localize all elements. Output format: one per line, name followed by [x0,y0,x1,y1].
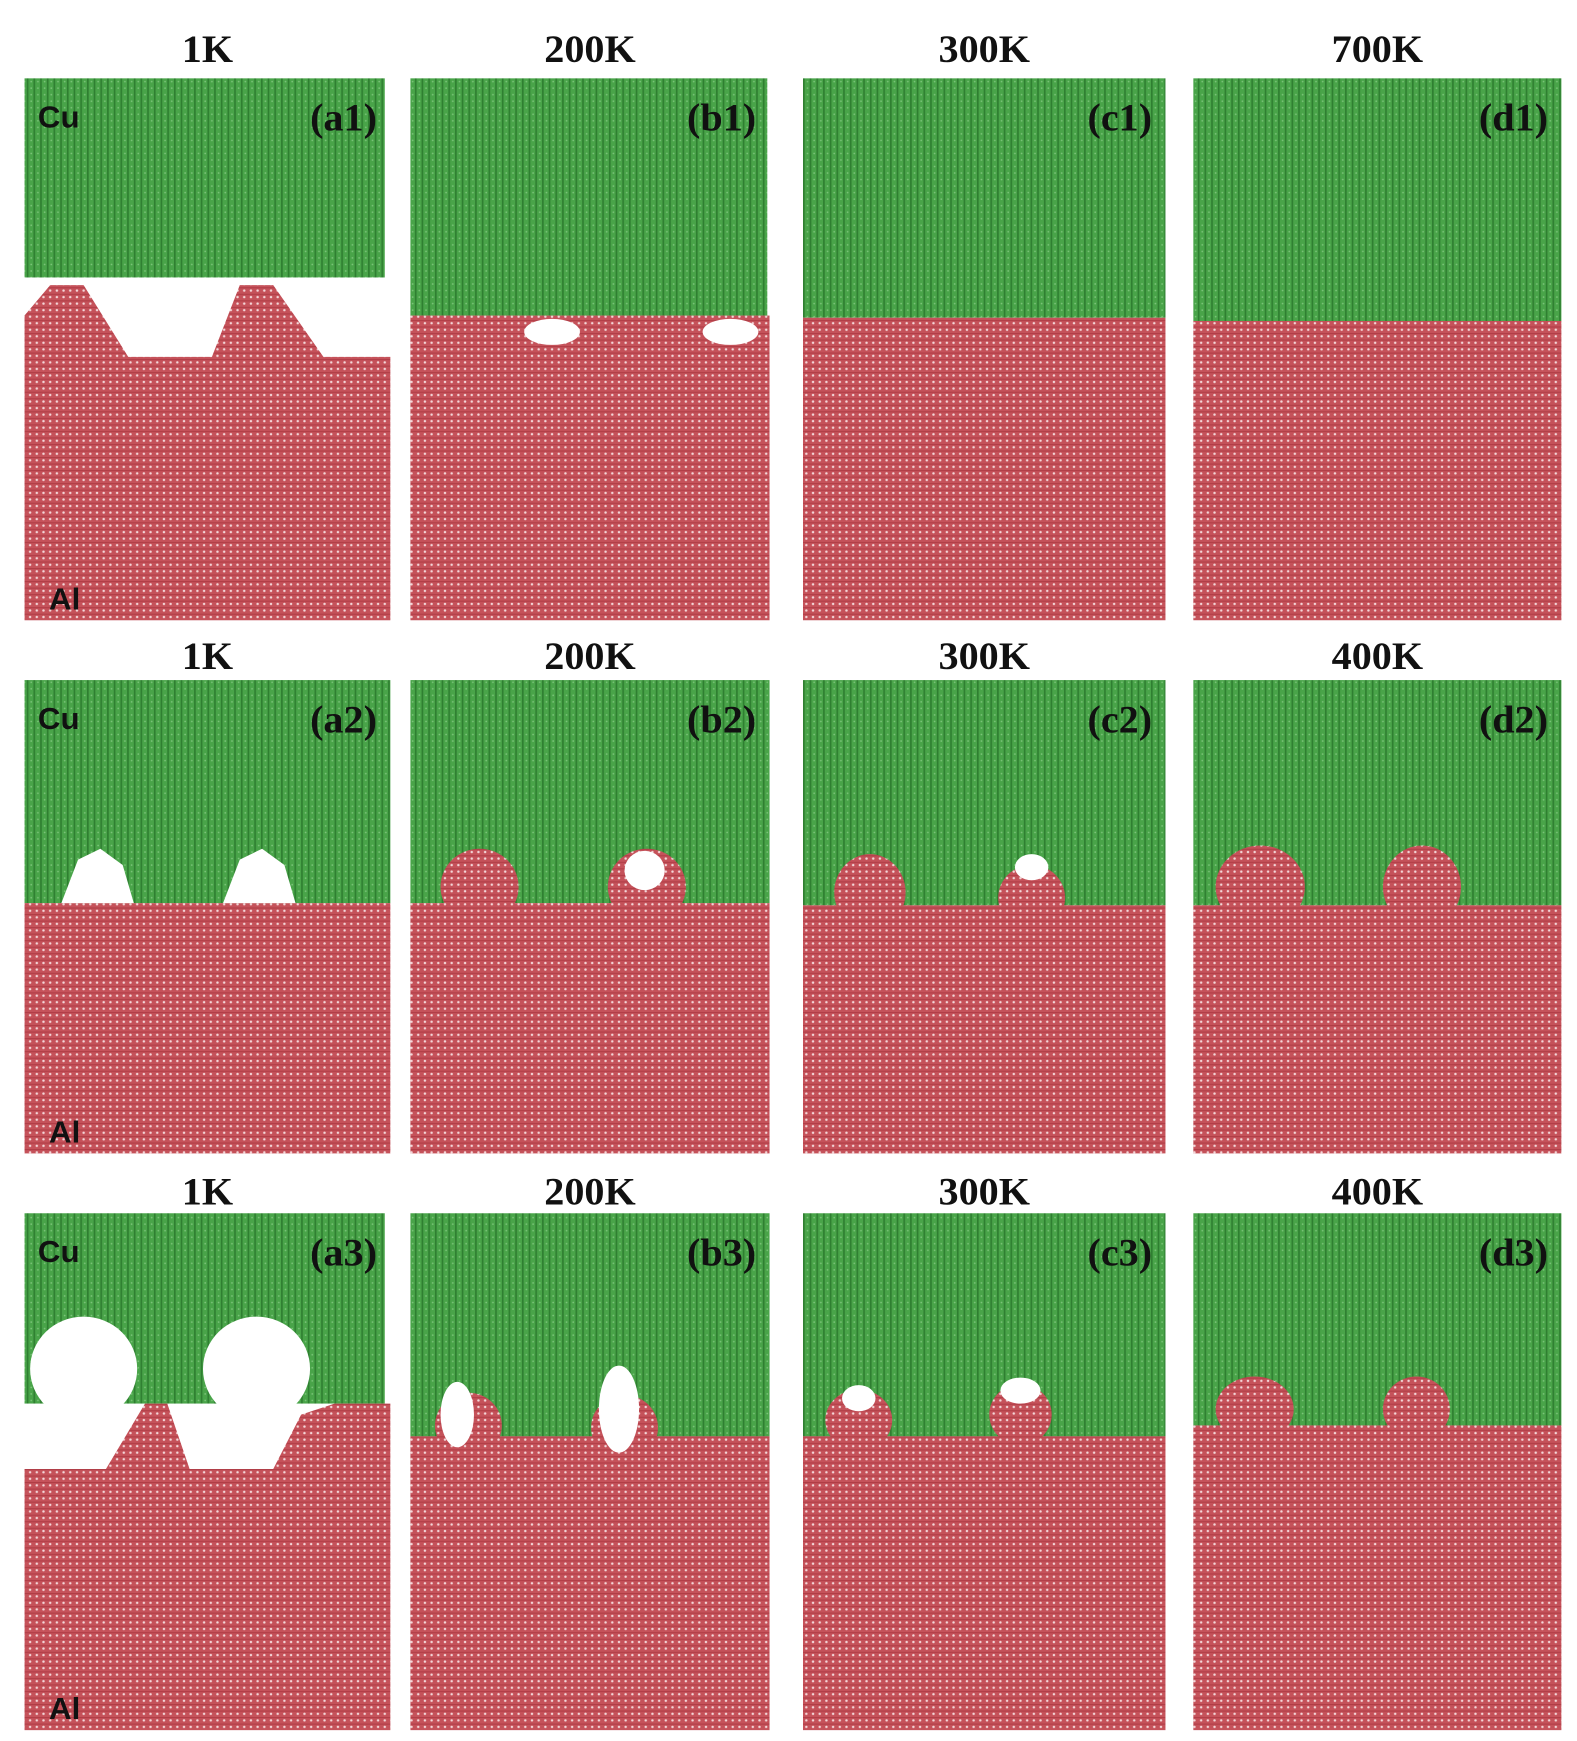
atom-region [30,1316,138,1422]
temperature-title: 300K [939,635,1031,678]
material-label: Al [49,1692,80,1727]
panel-label: (a3) [310,1231,377,1274]
atom-region [24,903,391,1154]
temperature-title: 400K [1332,1170,1424,1213]
atom-region [61,848,134,904]
atom-region [410,1436,770,1731]
panel-label: (c3) [1087,1231,1152,1274]
labels: 1K (a1) Cu Al 200K (b1) 300K (c1) 700K (d1) 1K (a2)… [38,27,1548,1726]
temperature-title: 300K [939,27,1031,70]
atom-region [802,1436,1166,1731]
temperature-title: 1K [182,635,233,678]
atom-region [842,1385,876,1412]
panel-label: (c2) [1087,698,1152,741]
atom-region [802,78,1166,318]
atom-region [998,865,1066,931]
atom-region [410,315,770,621]
temperature-title: 1K [182,27,233,70]
atom-region [440,1381,474,1448]
material-label: Al [49,1115,80,1150]
panel-label: (d1) [1479,96,1548,139]
temperature-title: 200K [544,1170,636,1213]
panel-label: (a2) [310,698,377,741]
atom-region [1382,845,1462,929]
atom-region [223,848,296,904]
temperature-title: 700K [1332,27,1424,70]
atom-region [410,903,770,1154]
atom-region [24,78,385,278]
atom-region [1215,845,1305,929]
atom-region [202,1316,311,1422]
atom-region [702,318,759,345]
material-label: Cu [38,1235,80,1270]
temperature-title: 200K [544,635,636,678]
panel-label: (d3) [1479,1231,1548,1274]
atom-region [24,1403,391,1731]
temperature-title: 300K [939,1170,1031,1213]
panel-label: (c1) [1087,96,1152,139]
temperature-title: 1K [182,1170,233,1213]
panel-label: (b1) [687,96,756,139]
panels [24,78,1562,1731]
panel-label: (a1) [310,96,377,139]
atom-region [1193,905,1562,1154]
temperature-title: 200K [544,27,636,70]
panel-label: (d2) [1479,698,1548,741]
atom-region [1382,1376,1450,1442]
atom-region [1000,1377,1041,1404]
atom-region [802,905,1166,1154]
atom-region [989,1384,1052,1446]
atom-region [825,1389,893,1451]
atom-region [1014,854,1049,881]
atom-region [1193,1425,1562,1731]
panel-label: (b2) [687,698,756,741]
atom-region [1215,1376,1294,1442]
atom-region [524,318,580,345]
panel-label: (b3) [687,1231,756,1274]
atom-region [624,850,665,891]
atom-region [834,854,906,931]
atom-region [1193,320,1562,621]
atom-region [440,848,519,925]
atom-region [24,285,391,621]
atom-region [410,78,768,316]
material-label: Cu [38,701,80,736]
atom-region [802,317,1166,621]
material-label: Al [49,582,80,617]
atom-region [598,1365,640,1453]
temperature-title: 400K [1332,635,1424,678]
atom-region [1193,78,1562,321]
material-label: Cu [38,100,80,135]
